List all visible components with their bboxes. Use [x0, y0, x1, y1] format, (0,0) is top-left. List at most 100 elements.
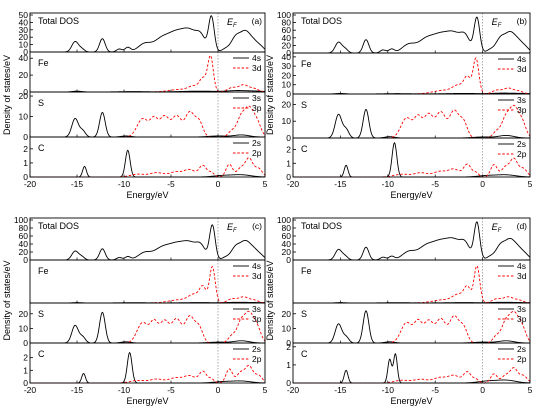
y-tick-label: 20	[19, 32, 29, 42]
y-tick-label: 10	[19, 40, 29, 50]
legend-label: 4s	[252, 53, 261, 63]
subplot-frame	[29, 136, 266, 178]
series-line	[30, 105, 266, 138]
series-line	[293, 310, 530, 344]
fermi-label-main: E	[227, 222, 234, 232]
y-tick-label: 0	[286, 338, 291, 348]
y-tick-label: 20	[19, 70, 29, 80]
y-tick-label: 40	[282, 239, 292, 249]
subplot-frame	[292, 342, 531, 384]
legend-label: 3d	[517, 271, 527, 281]
legend-label: 2p	[517, 149, 527, 159]
x-tick-label: -15	[334, 179, 347, 189]
panel-label: (d)	[517, 221, 528, 231]
series-line	[30, 157, 266, 178]
series-line	[293, 352, 531, 384]
y-tick-label: 40	[19, 17, 29, 27]
series-line	[293, 310, 531, 344]
y-tick-label: 30	[19, 25, 29, 35]
legend-label: 2s	[252, 138, 261, 148]
y-tick-label: 0	[23, 47, 28, 57]
x-tick-label: -5	[167, 385, 175, 395]
series-line	[293, 16, 531, 54]
subplot-label: S	[301, 309, 307, 319]
x-axis-label: Energy/eV	[390, 396, 432, 406]
x-tick-label: -20	[24, 179, 37, 189]
legend-label: 2p	[517, 354, 527, 364]
y-tick-label: 20	[282, 309, 292, 319]
series-line	[30, 351, 266, 384]
legend-label: 2p	[252, 354, 262, 364]
series-line	[30, 224, 266, 261]
series-line	[293, 108, 530, 139]
legend-label: 3p	[252, 314, 262, 324]
y-tick-label: 0	[23, 255, 28, 265]
x-tick-label: -5	[431, 179, 439, 189]
series-line	[30, 311, 265, 344]
subplot-label: C	[38, 349, 45, 359]
y-tick-label: 0	[23, 132, 28, 142]
subplot-frame	[292, 137, 531, 178]
y-tick-label: 20	[282, 247, 292, 257]
subplot-label: C	[38, 143, 45, 153]
series-line	[293, 221, 531, 261]
subplot-frame	[292, 259, 531, 304]
fermi-label: EF	[227, 17, 237, 29]
subplot-label: C	[301, 144, 308, 154]
x-tick-label: -20	[24, 385, 37, 395]
series-line	[30, 149, 266, 178]
subplot-label: Total DOS	[38, 221, 79, 231]
legend-label: 3p	[517, 314, 527, 324]
subplot-label: Total DOS	[301, 16, 342, 26]
fermi-label-main: E	[492, 222, 499, 232]
subplot-label: Fe	[301, 59, 312, 69]
legend-label: 2s	[517, 139, 526, 149]
y-tick-label: 2	[286, 342, 291, 352]
subplot-label: Total DOS	[301, 221, 342, 231]
x-axis-label: Energy/eV	[390, 190, 432, 200]
legend-label: 2s	[517, 344, 526, 354]
subplot-label: Fe	[38, 266, 49, 276]
x-tick-label: -10	[118, 179, 131, 189]
y-tick-label: 0	[286, 48, 291, 58]
subplot-label: C	[301, 349, 308, 359]
y-tick-label: 0	[286, 378, 291, 388]
fermi-label-sub: F	[233, 228, 237, 234]
y-tick-label: 0	[23, 172, 28, 182]
y-tick-label: 1	[286, 360, 291, 370]
x-tick-label: -20	[287, 179, 300, 189]
x-tick-label: 0	[480, 385, 485, 395]
panel-label: (b)	[517, 16, 528, 26]
legend-label: 3p	[517, 105, 527, 115]
y-tick-label: 0	[23, 87, 28, 97]
series-line	[30, 364, 266, 384]
x-tick-label: -15	[334, 385, 347, 395]
legend-label: 3d	[252, 63, 262, 73]
x-tick-label: 5	[528, 179, 533, 189]
y-tick-label: 0	[286, 89, 291, 99]
legend-label: 3s	[252, 93, 261, 103]
fermi-label-sub: F	[498, 23, 502, 29]
x-tick-label: -10	[118, 385, 131, 395]
y-tick-label: 80	[282, 18, 292, 28]
y-tick-label: 20	[19, 247, 29, 257]
fermi-label-main: E	[227, 17, 234, 27]
x-axis-label: Energy/eV	[126, 190, 168, 200]
subplot-frame	[29, 259, 266, 304]
y-tick-label: 20	[19, 309, 29, 319]
legend-label: 4s	[517, 54, 526, 64]
y-tick-label: 1	[23, 158, 28, 168]
y-tick-label: 60	[282, 231, 292, 241]
x-tick-label: -15	[71, 385, 84, 395]
subplot-label: S	[38, 98, 44, 108]
fermi-label: EF	[492, 17, 502, 29]
